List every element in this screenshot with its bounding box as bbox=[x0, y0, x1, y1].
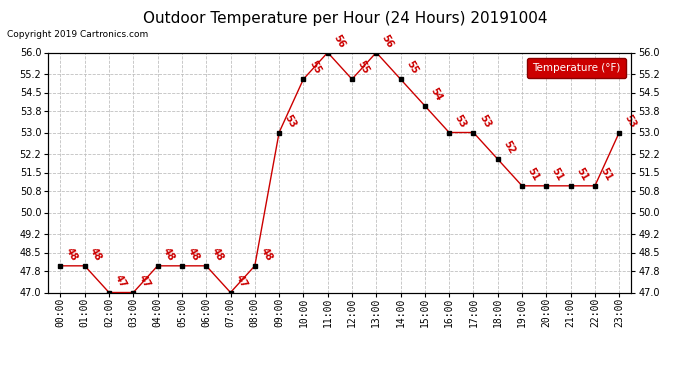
Text: 55: 55 bbox=[404, 59, 420, 76]
Text: Copyright 2019 Cartronics.com: Copyright 2019 Cartronics.com bbox=[7, 30, 148, 39]
Text: 48: 48 bbox=[88, 246, 104, 262]
Text: 47: 47 bbox=[112, 273, 128, 289]
Text: 47: 47 bbox=[137, 273, 152, 289]
Text: 48: 48 bbox=[259, 246, 274, 262]
Text: 56: 56 bbox=[380, 33, 395, 49]
Text: 48: 48 bbox=[64, 246, 79, 262]
Text: Outdoor Temperature per Hour (24 Hours) 20191004: Outdoor Temperature per Hour (24 Hours) … bbox=[143, 11, 547, 26]
Text: 51: 51 bbox=[574, 166, 590, 183]
Text: 54: 54 bbox=[428, 86, 444, 103]
Text: 51: 51 bbox=[550, 166, 565, 183]
Text: 53: 53 bbox=[453, 112, 469, 129]
Text: 53: 53 bbox=[623, 112, 638, 129]
Text: 51: 51 bbox=[526, 166, 541, 183]
Text: 48: 48 bbox=[210, 246, 226, 262]
Text: 51: 51 bbox=[598, 166, 614, 183]
Text: 48: 48 bbox=[186, 246, 201, 262]
Text: 53: 53 bbox=[283, 112, 298, 129]
Text: 55: 55 bbox=[355, 59, 371, 76]
Text: 56: 56 bbox=[331, 33, 347, 49]
Text: 55: 55 bbox=[307, 59, 322, 76]
Text: 52: 52 bbox=[502, 139, 517, 156]
Text: 47: 47 bbox=[234, 273, 250, 289]
Legend: Temperature (°F): Temperature (°F) bbox=[527, 58, 626, 78]
Text: 53: 53 bbox=[477, 112, 493, 129]
Text: 48: 48 bbox=[161, 246, 177, 262]
